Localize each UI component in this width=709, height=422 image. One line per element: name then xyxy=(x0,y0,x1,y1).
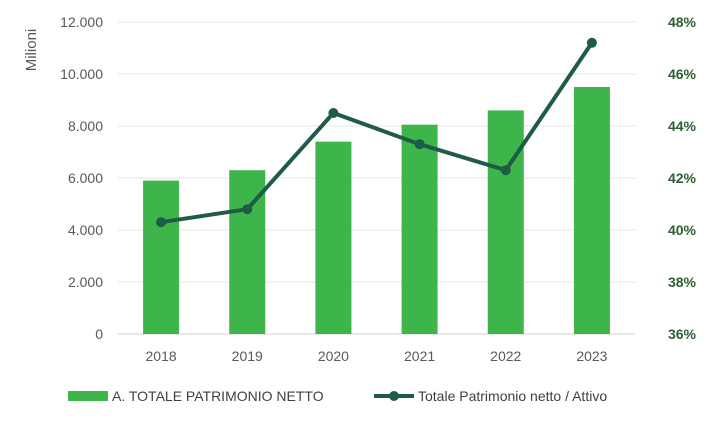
legend-line-marker xyxy=(389,391,399,401)
legend-bar-label: A. TOTALE PATRIMONIO NETTO xyxy=(112,388,324,404)
left-tick-label: 10.000 xyxy=(60,66,103,82)
line-series xyxy=(156,37,597,228)
x-tick-label: 2020 xyxy=(318,348,349,364)
bar xyxy=(401,124,438,334)
bar xyxy=(315,141,352,334)
x-tick-label: 2021 xyxy=(404,348,435,364)
legend-line-label: Totale Patrimonio netto / Attivo xyxy=(418,388,607,404)
x-axis-ticks: 2018 2019 2020 2021 2022 2023 xyxy=(146,348,608,364)
right-tick-label: 48% xyxy=(668,14,697,30)
line-point xyxy=(500,165,511,176)
left-tick-label: 2.000 xyxy=(68,274,103,290)
line-point xyxy=(242,204,253,215)
x-tick-label: 2018 xyxy=(146,348,177,364)
gridlines xyxy=(118,21,635,335)
legend: A. TOTALE PATRIMONIO NETTO Totale Patrim… xyxy=(68,388,607,404)
x-tick-label: 2022 xyxy=(490,348,521,364)
line-point xyxy=(586,37,597,48)
left-tick-label: 12.000 xyxy=(60,14,103,30)
left-tick-label: 4.000 xyxy=(68,222,103,238)
right-tick-label: 36% xyxy=(668,326,697,342)
bar-series xyxy=(143,87,610,335)
right-tick-label: 40% xyxy=(668,222,697,238)
y-axis-title: Milioni xyxy=(23,29,40,72)
left-tick-label: 0 xyxy=(95,326,103,342)
right-tick-label: 42% xyxy=(668,170,697,186)
line-point xyxy=(414,139,425,150)
right-tick-label: 46% xyxy=(668,66,697,82)
right-tick-label: 44% xyxy=(668,118,697,134)
left-axis-ticks: 0 2.000 4.000 6.000 8.000 10.000 12.000 xyxy=(60,14,103,342)
bar xyxy=(143,180,180,334)
bar xyxy=(487,110,524,335)
left-tick-label: 6.000 xyxy=(68,170,103,186)
line-point xyxy=(156,217,167,228)
right-axis-ticks: 36% 38% 40% 42% 44% 46% 48% xyxy=(668,14,697,342)
x-tick-label: 2019 xyxy=(232,348,263,364)
legend-bar-swatch xyxy=(68,391,108,401)
x-tick-label: 2023 xyxy=(576,348,607,364)
bar xyxy=(573,87,610,334)
series-line xyxy=(160,41,594,225)
left-tick-label: 8.000 xyxy=(68,118,103,134)
line-point xyxy=(328,108,339,118)
right-tick-label: 38% xyxy=(668,274,697,290)
